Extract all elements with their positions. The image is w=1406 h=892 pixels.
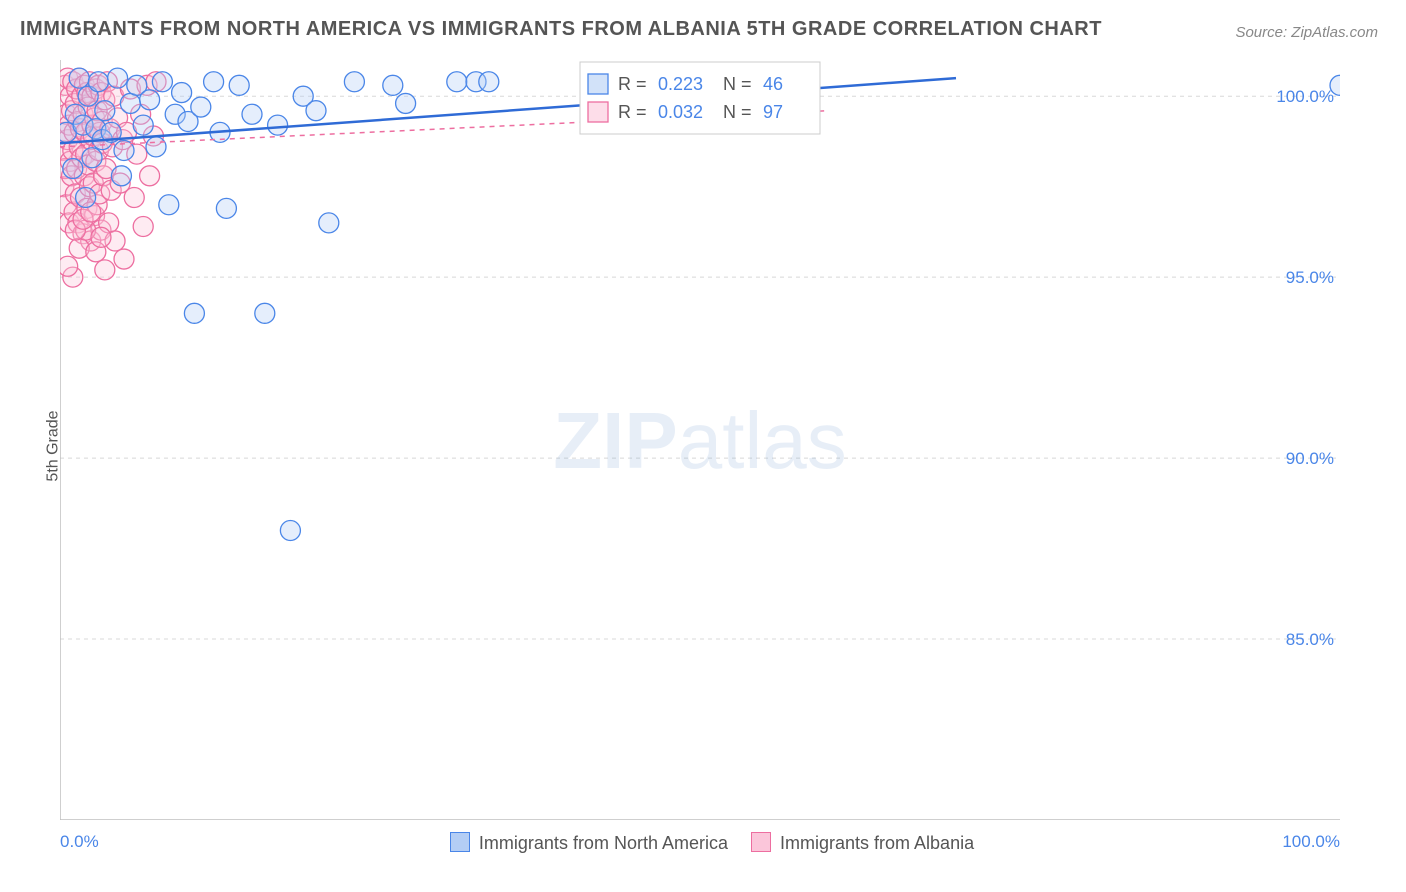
- svg-text:ZIPatlas: ZIPatlas: [553, 396, 846, 485]
- svg-text:N =: N =: [723, 74, 752, 94]
- scatter-plot: 85.0% 90.0% 95.0% 100.0% ZIPatlas R = 0.223 N …: [60, 60, 1340, 820]
- svg-text:85.0%: 85.0%: [1286, 630, 1334, 649]
- svg-text:97: 97: [763, 102, 783, 122]
- svg-text:100.0%: 100.0%: [1276, 87, 1334, 106]
- chart-container: IMMIGRANTS FROM NORTH AMERICA VS IMMIGRA…: [0, 0, 1406, 892]
- bottom-legend: Immigrants from North America Immigrants…: [0, 832, 1406, 854]
- legend-swatch-series1: [450, 832, 470, 852]
- svg-text:90.0%: 90.0%: [1286, 449, 1334, 468]
- source-attribution: Source: ZipAtlas.com: [1235, 24, 1378, 41]
- legend-label-series2: Immigrants from Albania: [780, 833, 974, 853]
- legend-label-series1: Immigrants from North America: [479, 833, 728, 853]
- svg-text:95.0%: 95.0%: [1286, 268, 1334, 287]
- svg-text:N =: N =: [723, 102, 752, 122]
- chart-title: IMMIGRANTS FROM NORTH AMERICA VS IMMIGRA…: [20, 18, 1102, 41]
- svg-text:46: 46: [763, 74, 783, 94]
- svg-text:R =: R =: [618, 102, 647, 122]
- svg-text:R =: R =: [618, 74, 647, 94]
- svg-text:0.223: 0.223: [658, 74, 703, 94]
- svg-text:0.032: 0.032: [658, 102, 703, 122]
- legend-swatch-series2: [751, 832, 771, 852]
